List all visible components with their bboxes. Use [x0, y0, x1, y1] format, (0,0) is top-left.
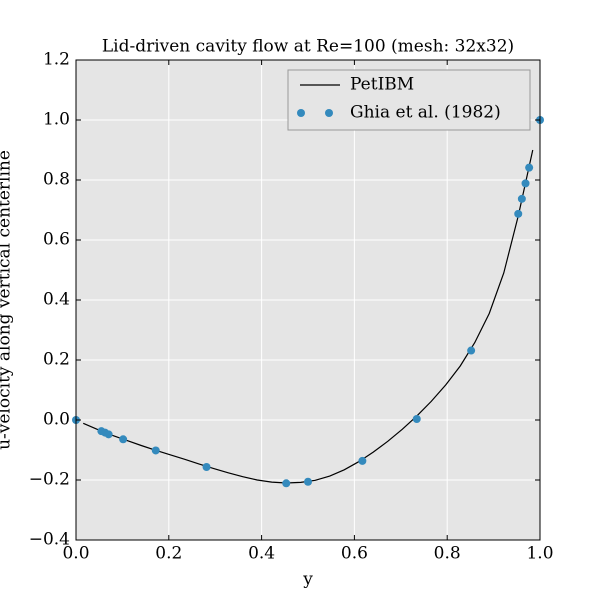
y-axis-label: u-velocity along vertical centerline: [0, 150, 15, 450]
marker: [282, 479, 291, 488]
y-tick-label: 0.8: [43, 170, 70, 190]
marks: [72, 116, 544, 488]
y-tick-label: 1.0: [43, 110, 70, 130]
x-tick-label: 0.0: [62, 544, 89, 564]
marker: [104, 430, 113, 439]
legend-label: PetIBM: [350, 75, 414, 95]
legend-swatch: [297, 109, 305, 117]
x-tick-label: 0.4: [248, 544, 275, 564]
legend: [287, 69, 531, 131]
marker: [119, 435, 128, 444]
marker: [202, 462, 211, 471]
chart-title: Lid-driven cavity flow at Re=100 (mesh: …: [102, 37, 514, 57]
y-tick-label: 0.4: [43, 290, 70, 310]
x-tick-label: 1.0: [526, 544, 553, 564]
marker: [514, 209, 523, 218]
marker: [412, 415, 421, 424]
legend-label: Ghia et al. (1982): [350, 103, 501, 123]
x-tick-label: 0.6: [341, 544, 368, 564]
marker: [521, 179, 530, 188]
marker: [517, 194, 526, 203]
y-tick-label: −0.2: [29, 470, 70, 490]
marker: [525, 163, 534, 172]
marker: [358, 456, 367, 465]
legend-swatch: [325, 109, 333, 117]
y-tick-label: 0.2: [43, 350, 70, 370]
marker: [304, 477, 312, 486]
x-tick-label: 0.8: [434, 544, 461, 564]
y-tick-label: 1.2: [43, 50, 70, 70]
x-axis-label: y: [302, 570, 313, 590]
marker: [151, 446, 160, 455]
marker: [467, 346, 476, 355]
y-tick-label: 0.6: [43, 230, 70, 250]
y-tick-label: 0.0: [43, 410, 70, 430]
x-tick-label: 0.2: [155, 544, 182, 564]
y-tick-label: −0.4: [29, 530, 70, 550]
